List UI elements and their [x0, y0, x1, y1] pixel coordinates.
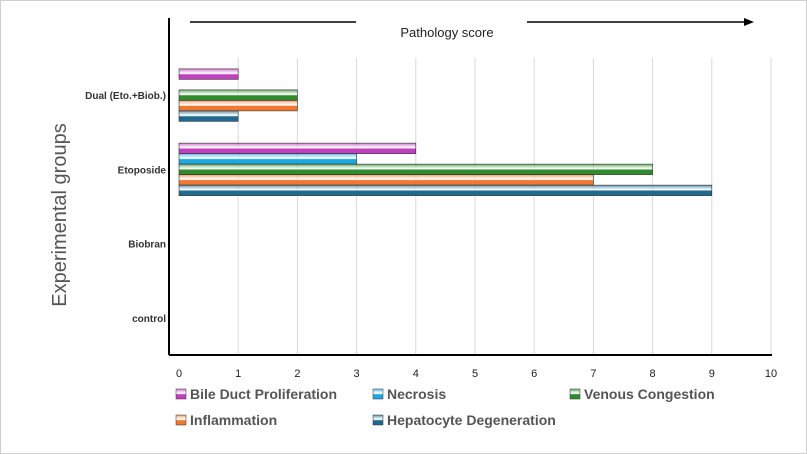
category-label: control [132, 314, 166, 325]
x-tick-labels: 0 1 2 3 4 5 6 7 8 9 10 [176, 368, 777, 380]
legend-label: Necrosis [387, 386, 446, 402]
category-label: Dual (Eto.+Biob.) [85, 91, 166, 102]
x-tick-label: 4 [413, 368, 419, 380]
legend-label: Inflammation [190, 412, 277, 428]
x-tick-label: 5 [472, 368, 478, 380]
y-axis-title: Experimental groups [49, 123, 71, 306]
legend: Bile Duct Proliferation Necrosis Venous Co… [175, 386, 715, 428]
x-tick-label: 7 [590, 368, 596, 380]
category-labels: control Biobran Etoposide Dual (Eto.+Biob.) [85, 91, 166, 325]
x-tick-label: 10 [765, 368, 777, 380]
category-label: Biobran [128, 240, 166, 251]
x-axis-title-group: Pathology score [190, 18, 754, 40]
legend-swatch [372, 414, 384, 426]
x-tick-label: 2 [294, 368, 300, 380]
axes [168, 18, 772, 356]
bar [178, 89, 298, 101]
x-title-arrowhead [744, 18, 754, 26]
legend-swatch [175, 388, 187, 400]
legend-swatch [372, 388, 384, 400]
legend-label: Hepatocyte Degeneration [387, 412, 556, 428]
bar [178, 110, 239, 122]
legend-swatch [175, 414, 187, 426]
x-tick-label: 6 [531, 368, 537, 380]
bar [178, 100, 298, 112]
legend-label: Bile Duct Proliferation [190, 386, 337, 402]
bar [178, 174, 594, 186]
legend-swatch [569, 388, 581, 400]
x-tick-label: 1 [235, 368, 241, 380]
x-tick-label: 8 [650, 368, 656, 380]
gridlines [237, 58, 772, 355]
x-tick-label: 3 [354, 368, 360, 380]
x-axis-title: Pathology score [400, 25, 493, 40]
x-tick-label: 0 [176, 368, 182, 380]
x-tick-label: 9 [709, 368, 715, 380]
bar [178, 142, 417, 154]
bar [178, 153, 357, 165]
bar [178, 163, 653, 175]
bars [178, 68, 713, 196]
legend-label: Venous Congestion [584, 386, 715, 402]
bar [178, 184, 713, 196]
category-label: Etoposide [118, 165, 167, 176]
bar [178, 68, 239, 80]
